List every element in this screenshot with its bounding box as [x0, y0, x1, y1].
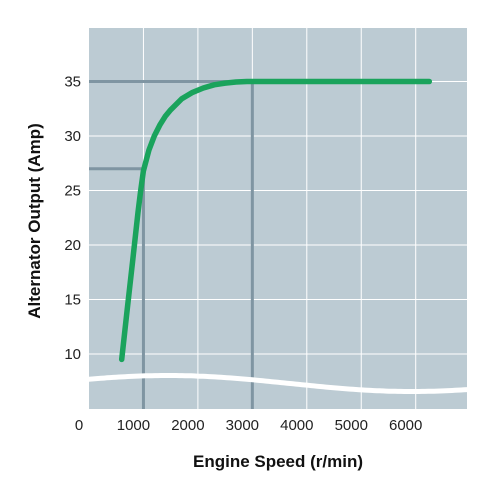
x-tick-label-2: 2000 [171, 417, 204, 434]
y-tick-labels: 10 15 20 25 30 35 [64, 74, 81, 364]
x-tick-label-5: 5000 [335, 417, 368, 434]
x-axis-title: Engine Speed (r/min) [193, 452, 363, 471]
y-axis-title: Alternator Output (Amp) [25, 123, 44, 318]
y-tick-label-0: 10 [64, 346, 81, 363]
x-tick-label-4: 4000 [280, 417, 313, 434]
y-tick-label-1: 15 [64, 292, 81, 309]
x-tick-label-1: 1000 [117, 417, 150, 434]
y-tick-label-3: 25 [64, 183, 81, 200]
plot-background [89, 28, 467, 409]
y-tick-label-5: 35 [64, 74, 81, 91]
x-tick-label-3: 3000 [226, 417, 259, 434]
x-tick-label-0: 0 [75, 417, 83, 434]
axis-break-wave [89, 373, 467, 394]
y-tick-label-4: 30 [64, 128, 81, 145]
x-tick-label-6: 6000 [389, 417, 422, 434]
x-tick-labels: 0 1000 2000 3000 4000 5000 6000 [75, 417, 423, 434]
series-line [118, 78, 433, 363]
y-tick-label-2: 20 [64, 237, 81, 254]
reference-lines [89, 80, 254, 409]
